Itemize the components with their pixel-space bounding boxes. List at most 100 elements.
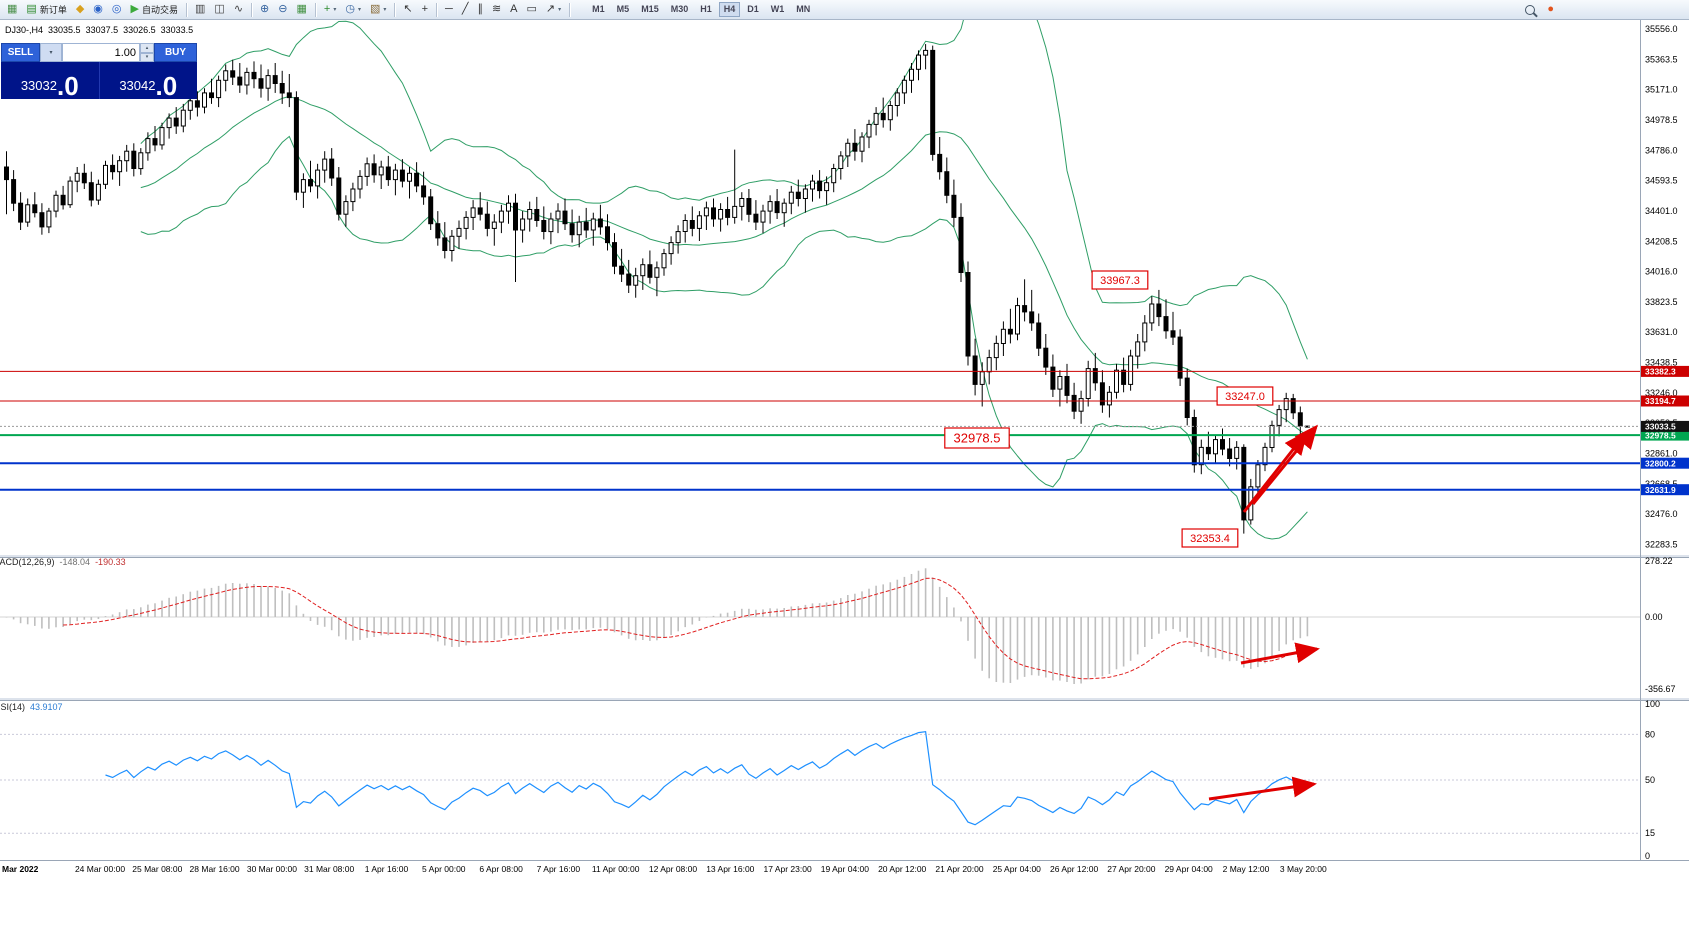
svg-text:33033.5: 33033.5 (1645, 422, 1676, 432)
bar-chart-icon[interactable]: ▥ (191, 1, 209, 18)
timeframe-h1-button[interactable]: H1 (695, 2, 717, 17)
toolbar: ▦ ▤ 新订单 ◆ ◉ ◎ ▶ 自动交易 ▥ ◫ ∿ ⊕ ⊖ ▦ + ▾ ◷ ▾ ▧ ▾ ↖ + ─ ╱ ∥ ≋ A ▭ ↗ ▾ M1 M5… (0, 0, 1689, 20)
svg-text:34786.0: 34786.0 (1645, 145, 1678, 155)
zoom-out-icon: ⊖ (278, 3, 288, 15)
time-label: 20 Apr 12:00 (878, 864, 927, 874)
time-label: 30 Mar 00:00 (246, 864, 297, 874)
volume-input[interactable]: 1.00 (62, 43, 140, 62)
timeframe-w1-button[interactable]: W1 (766, 2, 790, 17)
trend-arrow[interactable] (1208, 776, 1317, 801)
community-icon[interactable]: ◎ (108, 1, 126, 18)
volume-preset-dropdown[interactable]: ▾ (40, 43, 62, 62)
trendline-icon[interactable]: ╱ (458, 1, 473, 18)
dropdown-caret-icon: ▾ (383, 7, 387, 13)
sell-price-main: 33032 (20, 78, 57, 93)
period-icon[interactable]: ◷ ▾ (341, 1, 365, 18)
text-icon[interactable]: A (506, 1, 521, 18)
time-axis[interactable]: Mar 2022 24 Mar 00:00 25 Mar 08:00 28 Mar 1… (0, 861, 1640, 877)
rsi-value: 43.9107 (30, 702, 63, 712)
mql5-community-icon: ● (1547, 3, 1554, 15)
timeframe-m5-button[interactable]: M5 (612, 2, 635, 17)
tile-windows-icon[interactable]: ▦ (292, 1, 310, 18)
sell-price[interactable]: 33032.0 (1, 62, 100, 99)
market-watch-icon[interactable]: ◉ (89, 1, 107, 18)
time-label: 29 Apr 04:00 (1164, 864, 1213, 874)
indicators-icon[interactable]: + ▾ (320, 1, 340, 18)
svg-text:35363.5: 35363.5 (1645, 54, 1678, 64)
trend-arrow[interactable] (1242, 430, 1308, 513)
label-icon[interactable]: ▭ (523, 1, 541, 18)
mql5-community-icon[interactable]: ● (1543, 1, 1558, 18)
macd-name: MACD(12,26,9) (0, 557, 55, 567)
search-icon[interactable] (1521, 1, 1539, 18)
svg-text:32978.5: 32978.5 (1645, 430, 1676, 440)
ohlc-info: DJ30-,H4 33035.5 33037.5 33026.5 33033.5 (5, 25, 198, 35)
timeframe-m30-button[interactable]: M30 (666, 2, 694, 17)
buy-price[interactable]: 33042.0 (100, 62, 198, 99)
svg-text:15: 15 (1645, 828, 1655, 838)
crosshair-icon[interactable]: + (418, 1, 432, 18)
price-axis[interactable] (1641, 20, 1689, 860)
trend-arrow[interactable] (1251, 424, 1318, 505)
chart-annotations[interactable]: 33967.3 33247.0 32978.5 32353.4 (944, 270, 1320, 801)
timeframe-h4-button[interactable]: H4 (718, 2, 741, 17)
candlestick-chart-icon[interactable]: ◫ (210, 1, 228, 18)
time-label: 12 Apr 08:00 (648, 864, 698, 874)
arrows-tool-icon[interactable]: ↗ ▾ (542, 1, 565, 18)
high-value: 33037.5 (85, 25, 119, 35)
timeframe-mn-button[interactable]: MN (791, 2, 815, 17)
macd-main-value: -148.04 (59, 557, 91, 567)
volume-down-button[interactable]: ▾ (140, 52, 154, 62)
chart-window-icon[interactable]: ▦ (3, 1, 21, 18)
auto-trading-icon: ▶ (130, 3, 139, 15)
svg-text:33631.0: 33631.0 (1645, 327, 1678, 337)
zoom-in-icon: ⊕ (260, 3, 270, 15)
price-annotation[interactable] (944, 427, 1010, 449)
new-order-button-label: 新订单 (39, 5, 67, 15)
rsi-panel: 100 80 50 15 0 (0, 699, 1660, 861)
equidistant-channel-icon[interactable]: ∥ (473, 1, 487, 18)
macd-panel: 278.22 0.00 -356.67 (0, 556, 1676, 694)
time-label: 31 Mar 08:00 (304, 864, 355, 874)
price-annotation[interactable] (1181, 528, 1239, 548)
toolbar-separator (394, 2, 396, 17)
line-chart-icon: ∿ (233, 3, 244, 15)
volume-up-button[interactable]: ▴ (140, 43, 154, 53)
svg-text:34978.5: 34978.5 (1645, 115, 1678, 125)
price-annotation[interactable] (1091, 270, 1149, 290)
one-click-trading-widget: SELL ▾ 1.00 ▴ ▾ BUY 33032.0 33042.0 (1, 43, 197, 99)
svg-text:32800.2: 32800.2 (1645, 458, 1676, 468)
history-icon[interactable]: ◆ (72, 1, 88, 18)
elliott-wave-icon[interactable]: ≋ (488, 1, 505, 18)
template-icon[interactable]: ▧ ▾ (366, 1, 390, 18)
zoom-in-icon[interactable]: ⊕ (256, 1, 273, 18)
candles[interactable] (4, 44, 1310, 534)
template-icon: ▧ (369, 3, 381, 15)
text-icon: A (510, 3, 518, 15)
sell-button[interactable]: SELL (1, 43, 40, 62)
timeframe-m1-button[interactable]: M1 (587, 2, 610, 17)
timeframe-m15-button[interactable]: M15 (636, 2, 664, 17)
horizontal-level-lines[interactable]: 33382.3 33194.7 32978.5 32800.2 32631.9 33033… (0, 365, 1689, 496)
auto-trading-button[interactable]: ▶ 自动交易 (127, 1, 182, 18)
buy-button[interactable]: BUY (154, 43, 197, 62)
price-annotation[interactable] (1216, 386, 1274, 406)
timeframe-d1-button[interactable]: D1 (742, 2, 764, 17)
line-chart-icon[interactable]: ∿ (230, 1, 247, 18)
trend-arrow[interactable] (1240, 642, 1320, 665)
auto-trading-button-label: 自动交易 (141, 5, 178, 15)
zoom-out-icon[interactable]: ⊖ (274, 1, 291, 18)
new-order-button[interactable]: ▤ 新订单 (22, 1, 70, 18)
svg-text:0.00: 0.00 (1645, 612, 1663, 622)
cursor-icon[interactable]: ↖ (399, 1, 416, 18)
bar-chart-icon: ▥ (195, 3, 206, 15)
time-label: 27 Apr 20:00 (1107, 864, 1156, 874)
crosshair-icon: + (421, 3, 429, 15)
cursor-icon: ↖ (403, 3, 413, 15)
svg-text:100: 100 (1645, 699, 1660, 709)
svg-text:33247.0: 33247.0 (1225, 391, 1265, 403)
horizontal-line-icon[interactable]: ─ (441, 1, 457, 18)
svg-text:-356.67: -356.67 (1645, 684, 1676, 694)
